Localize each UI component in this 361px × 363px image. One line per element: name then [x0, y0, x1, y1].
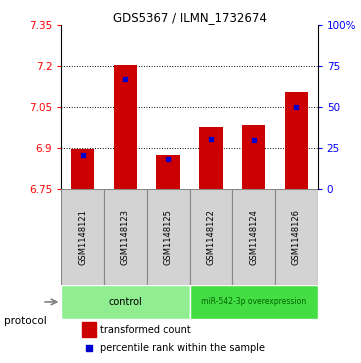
Bar	[61, 189, 104, 285]
Text: transformed count: transformed count	[100, 325, 191, 335]
Bar	[275, 189, 318, 285]
Bar	[199, 127, 223, 189]
Bar	[190, 189, 232, 285]
Text: percentile rank within the sample: percentile rank within the sample	[100, 343, 265, 353]
Title: GDS5367 / ILMN_1732674: GDS5367 / ILMN_1732674	[113, 11, 266, 24]
Bar	[114, 65, 137, 189]
Bar	[61, 285, 190, 319]
Bar	[71, 149, 95, 189]
Bar	[190, 285, 318, 319]
Text: GSM1148124: GSM1148124	[249, 209, 258, 265]
Bar	[284, 92, 308, 189]
Text: GSM1148125: GSM1148125	[164, 209, 173, 265]
Text: protocol: protocol	[4, 316, 46, 326]
Text: miR-542-3p overexpression: miR-542-3p overexpression	[201, 297, 306, 306]
Text: GSM1148123: GSM1148123	[121, 209, 130, 265]
Bar	[82, 322, 96, 337]
Text: GSM1148121: GSM1148121	[78, 209, 87, 265]
Text: GSM1148122: GSM1148122	[206, 209, 216, 265]
Bar	[156, 155, 180, 189]
Bar	[104, 189, 147, 285]
Bar	[147, 189, 190, 285]
Bar	[232, 189, 275, 285]
Bar	[242, 125, 265, 189]
Text: control: control	[109, 297, 142, 307]
Text: GSM1148126: GSM1148126	[292, 209, 301, 265]
